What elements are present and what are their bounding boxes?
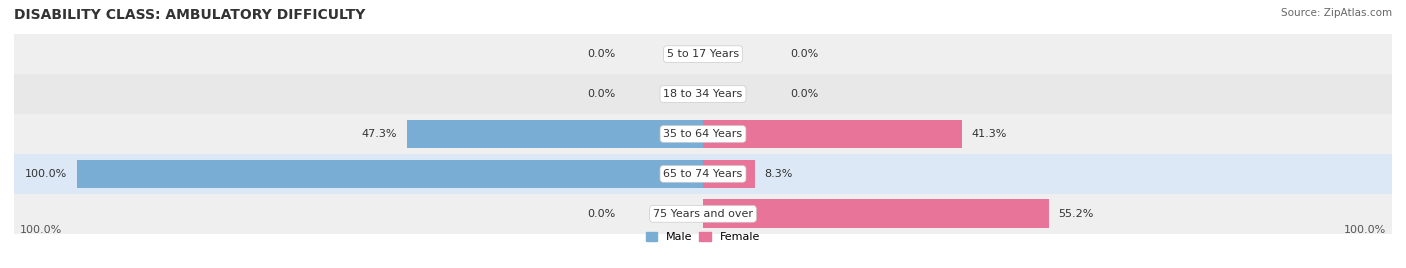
Text: 18 to 34 Years: 18 to 34 Years [664,89,742,99]
Text: 35 to 64 Years: 35 to 64 Years [664,129,742,139]
Bar [703,159,755,188]
Text: 75 Years and over: 75 Years and over [652,209,754,219]
Text: 47.3%: 47.3% [361,129,398,139]
Bar [406,120,703,148]
Text: 55.2%: 55.2% [1059,209,1094,219]
Bar [703,120,962,148]
Text: 100.0%: 100.0% [25,169,67,179]
Bar [14,114,1392,154]
Text: 0.0%: 0.0% [790,89,818,99]
Text: 0.0%: 0.0% [588,49,616,59]
Bar [14,74,1392,114]
Text: Source: ZipAtlas.com: Source: ZipAtlas.com [1281,8,1392,18]
Bar [14,34,1392,74]
Text: 100.0%: 100.0% [1343,225,1386,235]
Text: 0.0%: 0.0% [588,209,616,219]
Text: 100.0%: 100.0% [20,225,63,235]
Text: 0.0%: 0.0% [790,49,818,59]
Bar [14,194,1392,234]
Text: 65 to 74 Years: 65 to 74 Years [664,169,742,179]
Legend: Male, Female: Male, Female [641,227,765,247]
Text: 5 to 17 Years: 5 to 17 Years [666,49,740,59]
Text: 8.3%: 8.3% [765,169,793,179]
Text: 41.3%: 41.3% [972,129,1007,139]
Bar [14,154,1392,194]
Bar [703,199,1049,228]
Text: DISABILITY CLASS: AMBULATORY DIFFICULTY: DISABILITY CLASS: AMBULATORY DIFFICULTY [14,8,366,22]
Text: 0.0%: 0.0% [588,89,616,99]
Bar [77,159,703,188]
